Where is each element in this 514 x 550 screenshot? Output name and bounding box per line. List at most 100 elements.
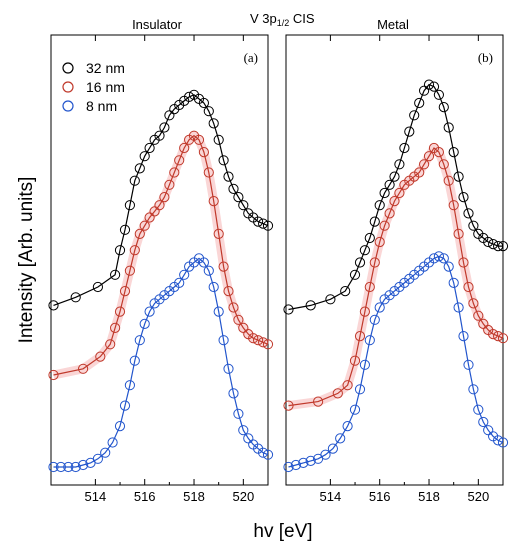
panel-a-series-16-nm-point-5 <box>114 306 126 317</box>
panel-b-series-8-nm-point-5 <box>320 449 331 460</box>
panel-b-series-16-nm-point-23 <box>443 175 454 186</box>
panel-a-series-16-nm-point-25 <box>213 228 224 239</box>
panel-b-x-tick-label-2: 518 <box>418 489 440 504</box>
panel-b-series-32-nm-point-2 <box>325 294 336 305</box>
panel-a-series-16-nm-point-7 <box>124 265 135 276</box>
panel-b-series-8-nm-point-3 <box>305 455 316 466</box>
panel-b-series-8-nm-point-1 <box>290 459 301 471</box>
panel-b-series-16-nm-point-32 <box>488 329 499 340</box>
panel-a-series-8-nm-point-27 <box>203 265 214 276</box>
panel-b-series-32-nm-point-24 <box>448 147 459 158</box>
panel-b-series-32-nm-point-12 <box>389 171 400 182</box>
panel-a-series-8-nm-point-30 <box>218 335 229 346</box>
suptitle-main: V 3p <box>250 11 277 26</box>
panel-b-series-32-nm-point-20 <box>428 81 440 92</box>
panel-a-series-32-nm-point-26 <box>223 171 234 182</box>
panel-b-series-32-nm-point-33 <box>493 241 504 252</box>
panel-a-x-ticks: 514 516 518 520 <box>85 35 254 504</box>
panel-a-series-32-nm-point-4 <box>114 245 126 256</box>
panel-b-series-16-nm-point-33 <box>493 331 504 342</box>
panel-a-series-8-nm-point-31 <box>223 363 234 374</box>
panel-a-series-8-nm-point-39 <box>262 449 274 460</box>
panel-b-series-32-nm-point-32 <box>488 239 499 250</box>
panel-a-series-32-nm-point-6 <box>124 200 135 211</box>
panel-a-series-16-nm-point-30 <box>238 322 249 333</box>
panel-b-series-32-nm-point-15 <box>404 126 415 137</box>
panel-a-series-8-nm-point-13 <box>134 335 145 346</box>
panel-a-series-32-nm-point-5 <box>119 224 131 235</box>
panel-b-series-8-nm-point-25 <box>428 253 440 264</box>
panel-a-series-8-nm-point-2 <box>63 461 74 473</box>
panel-a-series-8-nm-point-32 <box>228 388 239 399</box>
panel-b-series-32-nm-point-14 <box>399 142 410 154</box>
panel-b-series-16-nm-point-10 <box>379 220 390 231</box>
panel-b-series-16-nm-point-22 <box>438 159 449 170</box>
panel-b-series-32-nm-point-11 <box>384 179 395 190</box>
panel-b-series-32-nm-point-19 <box>423 79 435 90</box>
panel-a-series-8-nm-point-10 <box>119 400 131 411</box>
panel-a-series-16-nm-point-12 <box>149 206 160 217</box>
panel-b-series-8-nm-point-31 <box>458 331 469 342</box>
panel-b-label: (b) <box>478 50 493 65</box>
legend-marker-2 <box>62 100 74 112</box>
panel-a-series-8-nm-point-7 <box>100 447 111 458</box>
panel-a-series-8-nm-point-26 <box>198 257 209 268</box>
panel-a-x-tick-label-3: 520 <box>232 489 254 504</box>
panel-a-series-16-nm-line <box>53 134 269 376</box>
panel-a-series-32-nm-line <box>53 94 269 306</box>
panel-a-series-8-nm-point-3 <box>70 461 81 473</box>
panel-b-series-32-nm-point-3 <box>340 286 351 297</box>
suptitle-subscript: 1/2 <box>277 18 290 28</box>
panel-b-series-8-nm-point-39 <box>497 437 509 448</box>
panel-a-series-8-nm-point-0 <box>48 461 59 473</box>
panel-b-series-32-nm-point-13 <box>394 159 405 170</box>
panel-b-title: Metal <box>377 17 409 32</box>
panel-a-series-8-nm-point-34 <box>238 425 249 436</box>
panel-a-series-32-nm-point-23 <box>208 118 219 129</box>
panel-a-title: Insulator <box>132 17 183 32</box>
panel-a-series-16-nm-point-16 <box>169 167 180 178</box>
panel-b-series-8-nm-point-6 <box>327 443 338 454</box>
panel-a-series-8-nm-point-22 <box>179 269 190 280</box>
panel-b-series-8-nm-point-38 <box>493 435 504 446</box>
panel-b-series-16-nm-point-9 <box>374 236 385 248</box>
panel-b-series-8-nm-point-34 <box>473 404 484 415</box>
panel-a-series-8-nm-point-33 <box>233 408 244 419</box>
panel-b-series-16-nm-point-13 <box>394 187 405 199</box>
panel-a-series-32-nm-point-13 <box>159 122 170 133</box>
panel-a-series-32-nm-point-8 <box>134 163 145 174</box>
panel-a-series-32-nm-point-29 <box>238 200 249 211</box>
panel-a-series-8-nm-point-9 <box>114 421 126 432</box>
panel-b-series-8-nm-point-8 <box>342 421 353 432</box>
panel-a-series-32-nm-point-2 <box>92 281 104 293</box>
panel-b-series-8-nm-line <box>288 255 504 468</box>
panel-b-series-16-nm-point-1 <box>313 396 324 407</box>
panel-b-series-8-nm-point-11 <box>359 359 370 370</box>
panel-b-series <box>283 79 509 473</box>
panel-b-frame <box>285 34 504 486</box>
panel-b-series-32-nm-point-31 <box>483 236 494 248</box>
panel-b-series-8-nm-point-28 <box>443 261 454 272</box>
panel-a-series-8-nm-point-8 <box>107 437 118 448</box>
panel-b-series-32-nm-point-10 <box>379 187 390 199</box>
panel-a-series <box>48 89 274 473</box>
panel-a-series-16-nm-point-0 <box>48 369 59 381</box>
panel-a-series-32-nm-point-32 <box>253 216 264 227</box>
panel-b-x-tick-label-0: 514 <box>320 489 342 504</box>
panel-b-series-8-nm-point-14 <box>374 302 385 313</box>
panel-b-series-8-nm-point-29 <box>448 277 459 288</box>
panel-a-series-8-nm-point-14 <box>139 318 150 329</box>
panel-b-series-32-nm-point-8 <box>369 216 380 227</box>
legend-label-2: 8 nm <box>86 98 117 114</box>
panel-b-series-16-nm-point-6 <box>359 306 370 317</box>
panel-b-series-8-nm-point-10 <box>354 384 366 395</box>
panel-b-x-tick-label-1: 516 <box>369 489 391 504</box>
panel-a-series-8-nm-point-21 <box>174 277 185 288</box>
panel-b-series-16-nm-point-2 <box>332 388 343 399</box>
panel-b-series-8-nm-point-0 <box>283 461 294 473</box>
panel-a-series-16-nm-point-15 <box>164 179 175 190</box>
panel-b-series-32-nm-point-5 <box>354 257 366 268</box>
legend-marker-0 <box>62 62 74 74</box>
panel-b-series-16-nm-band <box>287 143 505 411</box>
